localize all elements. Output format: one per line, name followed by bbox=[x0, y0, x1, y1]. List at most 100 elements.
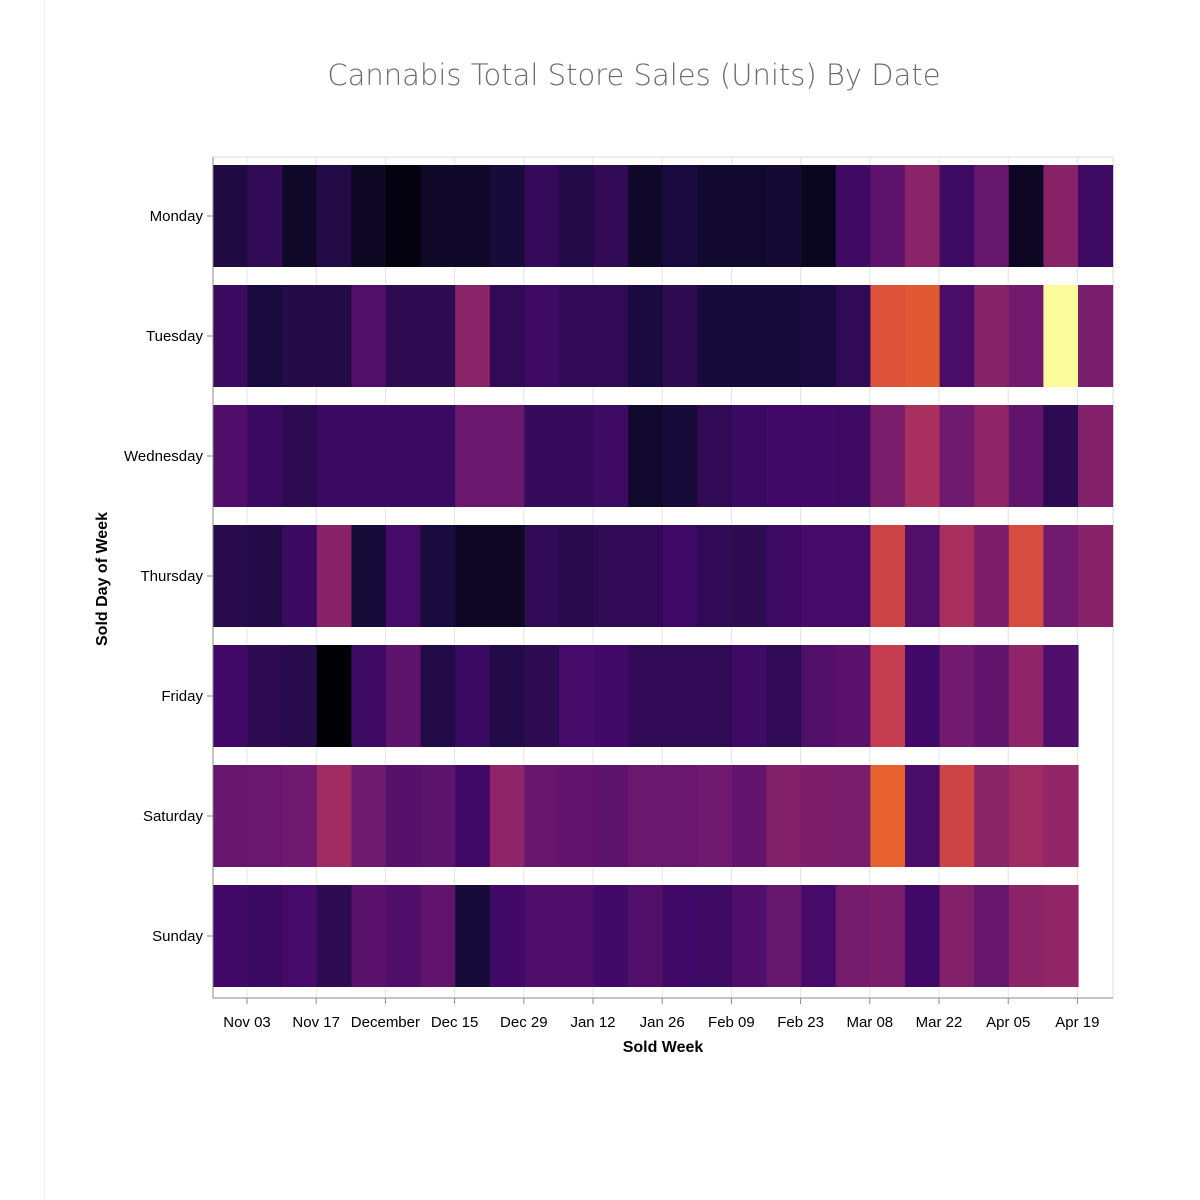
heatmap-cell bbox=[316, 165, 352, 267]
heatmap-cell bbox=[489, 405, 525, 507]
heatmap-cell bbox=[282, 525, 318, 627]
heatmap-cell bbox=[386, 165, 422, 267]
heatmap-cell bbox=[1008, 285, 1044, 387]
heatmap-cell bbox=[489, 165, 525, 267]
heatmap-cell bbox=[386, 405, 422, 507]
heatmap-cell bbox=[732, 885, 768, 987]
x-tick-label: Mar 22 bbox=[916, 1014, 963, 1031]
heatmap-cell bbox=[351, 165, 387, 267]
heatmap-cell bbox=[489, 645, 525, 747]
heatmap-cell bbox=[559, 525, 595, 627]
heatmap-cell bbox=[593, 525, 629, 627]
heatmap-cell bbox=[939, 405, 975, 507]
heatmap-cell bbox=[1043, 525, 1079, 627]
x-tick-label: Nov 17 bbox=[292, 1014, 340, 1031]
y-tick-label: Sunday bbox=[152, 928, 203, 945]
heatmap-cell bbox=[316, 405, 352, 507]
heatmap-cell bbox=[1008, 405, 1044, 507]
x-tick-label: Jan 26 bbox=[640, 1014, 685, 1031]
x-tick-label: Feb 09 bbox=[708, 1014, 755, 1031]
heatmap-cell bbox=[1008, 165, 1044, 267]
heatmap-cell bbox=[835, 285, 871, 387]
heatmap-cell bbox=[662, 645, 698, 747]
heatmap-cell bbox=[247, 885, 283, 987]
heatmap-cell bbox=[1043, 165, 1079, 267]
x-tick-label: Dec 29 bbox=[500, 1014, 548, 1031]
heatmap-cell bbox=[905, 405, 941, 507]
heatmap-cell bbox=[697, 285, 733, 387]
heatmap-cell bbox=[559, 885, 595, 987]
y-tick-label: Monday bbox=[150, 208, 204, 225]
heatmap-cell bbox=[697, 165, 733, 267]
heatmap-cell bbox=[247, 165, 283, 267]
heatmap-cell bbox=[905, 525, 941, 627]
heatmap-cell bbox=[247, 285, 283, 387]
heatmap-cell bbox=[559, 645, 595, 747]
heatmap-cell bbox=[974, 285, 1010, 387]
heatmap-cell bbox=[455, 885, 491, 987]
heatmap-cell bbox=[905, 285, 941, 387]
heatmap-cell bbox=[1043, 405, 1079, 507]
heatmap-cell bbox=[766, 525, 802, 627]
heatmap-cell bbox=[213, 765, 249, 867]
heatmap-cell bbox=[697, 525, 733, 627]
heatmap-cell bbox=[801, 765, 837, 867]
heatmap-cell bbox=[1008, 525, 1044, 627]
heatmap-cell bbox=[628, 765, 664, 867]
x-tick-label: Apr 05 bbox=[986, 1014, 1030, 1031]
heatmap-cell bbox=[1008, 765, 1044, 867]
heatmap-cell bbox=[766, 645, 802, 747]
heatmap-cell bbox=[524, 165, 560, 267]
heatmap-cell bbox=[351, 885, 387, 987]
heatmap-cell bbox=[420, 285, 456, 387]
heatmap-cell bbox=[351, 525, 387, 627]
heatmap-cell bbox=[247, 645, 283, 747]
heatmap-cell bbox=[801, 165, 837, 267]
heatmap-cell bbox=[974, 765, 1010, 867]
heatmap-cell bbox=[628, 285, 664, 387]
heatmap-cell bbox=[628, 885, 664, 987]
heatmap-cell bbox=[420, 645, 456, 747]
heatmap-cell bbox=[1078, 285, 1114, 387]
heatmap-cell bbox=[420, 885, 456, 987]
heatmap-cell bbox=[455, 525, 491, 627]
heatmap-cell bbox=[1078, 405, 1114, 507]
heatmap-cell bbox=[939, 765, 975, 867]
heatmap-cell bbox=[524, 885, 560, 987]
heatmap-cell bbox=[974, 885, 1010, 987]
heatmap-cell bbox=[455, 165, 491, 267]
heatmap-cell bbox=[732, 525, 768, 627]
heatmap-cell bbox=[213, 165, 249, 267]
heatmap-cell bbox=[420, 405, 456, 507]
heatmap-cell bbox=[697, 645, 733, 747]
heatmap-cell bbox=[351, 765, 387, 867]
heatmap-cell bbox=[662, 165, 698, 267]
heatmap-cell bbox=[939, 885, 975, 987]
heatmap-cell bbox=[732, 165, 768, 267]
y-tick-label: Wednesday bbox=[124, 448, 203, 465]
heatmap-cell bbox=[593, 165, 629, 267]
x-tick-label: Jan 12 bbox=[570, 1014, 615, 1031]
heatmap-cell bbox=[489, 285, 525, 387]
heatmap-cell bbox=[766, 405, 802, 507]
heatmap-cell bbox=[455, 645, 491, 747]
heatmap-cell bbox=[870, 405, 906, 507]
heatmap-cell bbox=[524, 525, 560, 627]
heatmap-cell bbox=[559, 165, 595, 267]
heatmap-cell bbox=[766, 285, 802, 387]
heatmap-cell bbox=[732, 405, 768, 507]
heatmap-cell bbox=[420, 165, 456, 267]
heatmap-cell bbox=[662, 405, 698, 507]
heatmap-cell bbox=[905, 645, 941, 747]
heatmap-cell bbox=[662, 885, 698, 987]
heatmap-cell bbox=[524, 765, 560, 867]
heatmap-cell bbox=[593, 285, 629, 387]
heatmap-cell bbox=[247, 525, 283, 627]
heatmap-cell bbox=[732, 645, 768, 747]
heatmap-cell bbox=[870, 885, 906, 987]
heatmap-cell bbox=[835, 165, 871, 267]
heatmap-cell bbox=[316, 885, 352, 987]
heatmap-cell bbox=[455, 405, 491, 507]
heatmap-cell bbox=[1078, 165, 1114, 267]
x-tick-label: Feb 23 bbox=[777, 1014, 824, 1031]
